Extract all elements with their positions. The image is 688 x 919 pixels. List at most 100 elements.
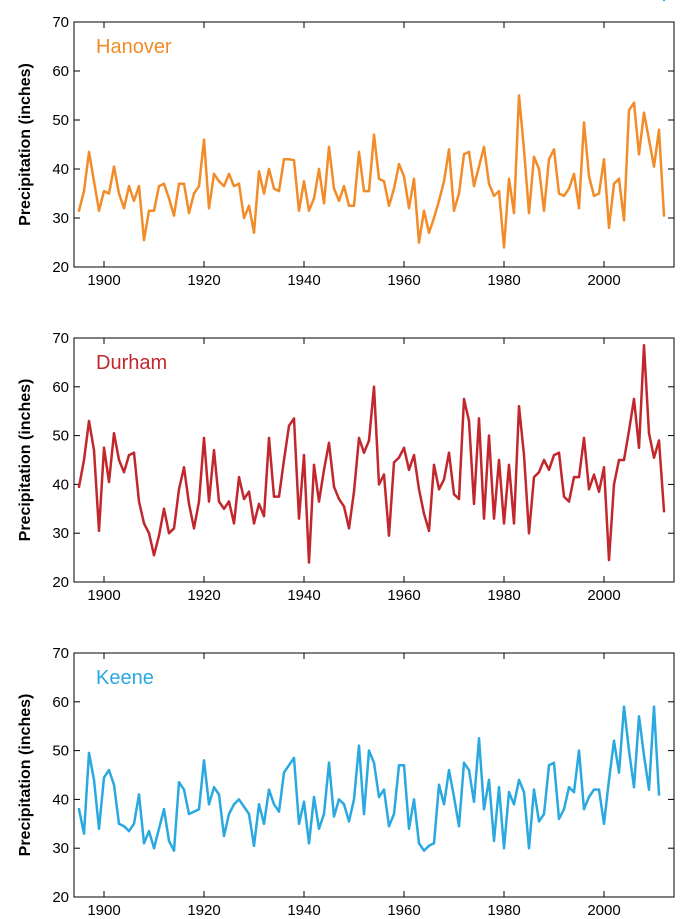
hanover-data-point: [637, 153, 641, 156]
hanover-data-point: [157, 184, 161, 188]
keene-data-point: [322, 812, 326, 816]
durham-data-point: [442, 478, 446, 481]
durham-data-point: [532, 475, 536, 479]
durham-data-point: [537, 471, 541, 474]
durham-data-point: [367, 439, 371, 442]
hanover-data-point: [422, 209, 426, 212]
hanover-data-point: [642, 111, 646, 114]
durham-xtick-label: 1900: [87, 587, 120, 604]
durham-data-point: [182, 466, 186, 469]
keene-data-point: [217, 793, 221, 796]
keene-data-point: [122, 825, 126, 828]
keene-data-point: [227, 812, 231, 816]
durham-data-point: [102, 446, 106, 449]
durham-data-point: [547, 468, 551, 471]
keene-plot-frame: [73, 652, 675, 898]
durham-data-point: [117, 458, 121, 462]
durham-data-point: [642, 344, 646, 347]
hanover-data-point: [237, 182, 241, 185]
keene-data-point: [312, 795, 316, 799]
keene-data-point: [482, 808, 486, 811]
hanover-data-point: [447, 148, 451, 151]
durham-data-point: [507, 463, 511, 467]
keene-data-point: [472, 800, 476, 803]
hanover-data-point: [147, 209, 151, 212]
keene-xtick-label: 1920: [187, 902, 220, 919]
hanover-data-point: [247, 204, 251, 207]
hanover-data-point: [462, 153, 466, 156]
durham-data-point: [277, 495, 281, 498]
durham-data-point: [407, 468, 411, 471]
keene-data-point: [292, 756, 296, 760]
keene-data-point: [187, 812, 191, 816]
hanover-data-point: [627, 109, 631, 112]
hanover-xtick-label: 1920: [187, 272, 220, 289]
hanover-data-point: [152, 209, 156, 212]
keene-data-point: [457, 825, 461, 828]
keene-data-point: [517, 778, 521, 782]
durham-data-point: [362, 451, 366, 454]
hanover-data-point: [102, 189, 106, 193]
hanover-data-point: [397, 162, 401, 166]
durham-data-point: [162, 507, 166, 510]
hanover-data-point: [417, 241, 421, 244]
hanover-data-point: [507, 177, 511, 180]
durham-data-point: [227, 500, 231, 503]
keene-data-point: [512, 803, 516, 806]
keene-data-point: [347, 820, 351, 823]
keene-data-point: [132, 822, 136, 825]
durham-data-point: [562, 495, 566, 498]
keene-data-point: [277, 810, 281, 813]
hanover-data-point: [82, 189, 86, 193]
keene-y-axis-label: Precipitation (inches): [17, 694, 34, 857]
durham-data-point: [422, 512, 426, 515]
durham-data-point: [247, 490, 251, 493]
keene-data-point: [432, 842, 436, 845]
hanover-data-point: [307, 209, 311, 212]
keene-data-point: [97, 827, 101, 830]
keene-data-point: [382, 788, 386, 791]
durham-data-point: [137, 500, 141, 503]
hanover-data-point: [567, 187, 571, 190]
hanover-data-point: [412, 177, 416, 180]
hanover-data-point: [407, 207, 411, 210]
hanover-data-point: [342, 184, 346, 188]
hanover-data-point: [602, 158, 606, 161]
durham-data-point: [432, 463, 436, 467]
durham-data-point: [222, 507, 226, 510]
durham-data-point: [232, 522, 236, 525]
hanover-data-point: [402, 175, 406, 178]
hanover-data-point: [377, 177, 381, 180]
durham-data-point: [382, 473, 386, 476]
hanover-data-point: [112, 165, 116, 168]
hanover-data-point: [612, 182, 616, 185]
durham-data-point: [77, 485, 81, 488]
durham-data-point: [267, 436, 271, 440]
hanover-data-point: [477, 165, 481, 168]
hanover-data-point: [452, 209, 456, 212]
durham-data-point: [652, 456, 656, 459]
hanover-data-point: [532, 155, 536, 158]
keene-data-point: [207, 803, 211, 806]
durham-data-point: [337, 497, 341, 501]
keene-data-point: [157, 827, 161, 830]
keene-data-point: [442, 803, 446, 806]
durham-data-point: [387, 534, 391, 537]
hanover-data-point: [182, 182, 186, 185]
hanover-data-point: [192, 192, 196, 195]
keene-data-point: [632, 786, 636, 789]
hanover-data-point: [527, 211, 531, 215]
keene-data-point: [327, 761, 331, 764]
hanover-data-point: [387, 204, 391, 207]
durham-ytick-label: 60: [52, 379, 69, 396]
durham-data-point: [322, 468, 326, 471]
hanover-data-point: [547, 158, 551, 161]
hanover-data-point: [317, 167, 321, 171]
hanover-data-point: [482, 145, 486, 149]
keene-data-point: [587, 795, 591, 799]
keene-data-points: [77, 0, 666, 852]
panel-keene: 20 30 40 50 60 70 1900 1920 1940 1960 1980 2000 Prec…: [17, 0, 675, 919]
keene-data-point: [577, 749, 581, 752]
durham-xtick-label: 1980: [487, 587, 520, 604]
keene-data-point: [572, 790, 576, 794]
